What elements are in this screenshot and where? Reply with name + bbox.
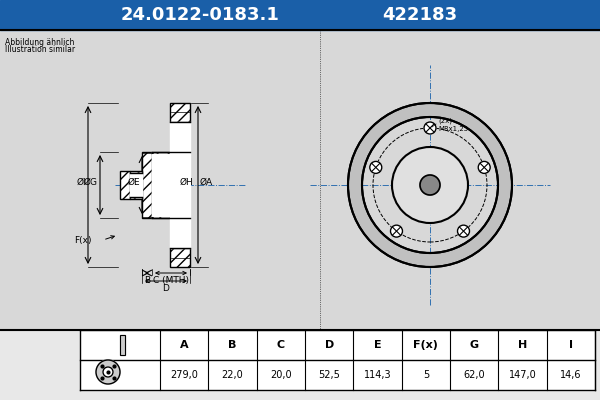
Text: B: B [229, 340, 236, 350]
Text: 422183: 422183 [382, 6, 458, 24]
Circle shape [424, 122, 436, 134]
Circle shape [392, 147, 468, 223]
Text: ØI: ØI [76, 178, 86, 186]
Bar [120, 335, 125, 355]
Text: Abbildung ähnlich: Abbildung ähnlich [5, 38, 74, 47]
Text: 22,0: 22,0 [221, 370, 244, 380]
Bar [142, 152, 152, 218]
Text: A: A [180, 340, 188, 350]
Bar [152, 152, 170, 218]
Text: 5: 5 [423, 370, 429, 380]
Bar [80, 330, 595, 390]
Circle shape [420, 175, 440, 195]
Bar [152, 154, 170, 216]
Text: F(x): F(x) [74, 236, 92, 244]
Bar [120, 335, 125, 355]
Text: ØA: ØA [200, 178, 213, 186]
Bar [130, 173, 142, 197]
Text: 279,0: 279,0 [170, 370, 198, 380]
Text: D: D [325, 340, 334, 350]
Text: ØH: ØH [180, 178, 194, 186]
Text: G: G [470, 340, 479, 350]
Bar [170, 122, 190, 248]
Text: E: E [374, 340, 382, 350]
Text: C: C [277, 340, 285, 350]
Bar [152, 152, 170, 154]
Text: H: H [518, 340, 527, 350]
Bar [130, 197, 142, 199]
Bar [120, 171, 130, 199]
Text: ØG: ØG [84, 178, 98, 186]
Text: D: D [163, 284, 169, 293]
Text: C (MTH): C (MTH) [153, 276, 189, 285]
Text: 52,5: 52,5 [318, 370, 340, 380]
Bar [0, 30, 600, 330]
Bar [130, 171, 142, 173]
Circle shape [370, 161, 382, 173]
Circle shape [96, 360, 120, 384]
Text: M8x1,25: M8x1,25 [438, 126, 468, 132]
Text: B: B [144, 276, 150, 285]
Circle shape [103, 367, 113, 377]
Text: 114,3: 114,3 [364, 370, 391, 380]
Bar [152, 216, 170, 218]
Bar [118, 101, 192, 269]
Text: 14,6: 14,6 [560, 370, 581, 380]
Text: 62,0: 62,0 [463, 370, 485, 380]
Text: F(x): F(x) [413, 340, 438, 350]
Circle shape [458, 225, 470, 237]
Bar [170, 103, 190, 122]
Text: Illustration similar: Illustration similar [5, 45, 75, 54]
Circle shape [391, 225, 403, 237]
Bar [0, 0, 600, 30]
Text: 24.0122-0183.1: 24.0122-0183.1 [121, 6, 280, 24]
Text: 147,0: 147,0 [509, 370, 536, 380]
Wedge shape [348, 103, 512, 267]
Circle shape [478, 161, 490, 173]
Text: 20,0: 20,0 [270, 370, 292, 380]
Bar [170, 248, 190, 267]
Text: ØE: ØE [127, 178, 140, 186]
Text: (2x): (2x) [438, 118, 452, 124]
Text: I: I [569, 340, 573, 350]
